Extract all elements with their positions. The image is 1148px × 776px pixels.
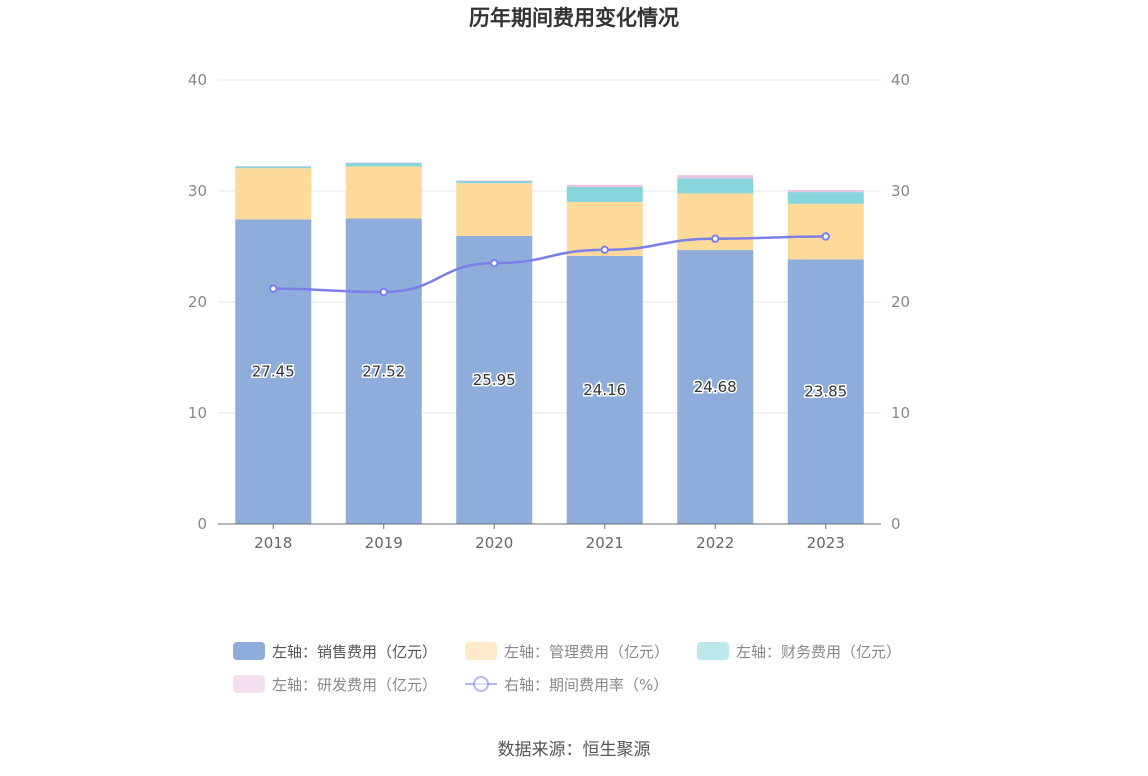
grid-layer	[218, 79, 881, 414]
x-axis-tick-label: 2019	[365, 534, 403, 552]
legend-label: 左轴：财务费用（亿元）	[736, 643, 901, 661]
bar-segment-3[interactable]	[235, 166, 312, 167]
bar-segment-0[interactable]	[677, 250, 754, 524]
bar-segment-3[interactable]	[345, 162, 422, 164]
line-point[interactable]	[379, 287, 388, 297]
chart-title: 历年期间费用变化情况	[469, 6, 679, 30]
bar-segment-0[interactable]	[345, 218, 422, 524]
line-point[interactable]	[269, 284, 278, 293]
bar-segment-3[interactable]	[787, 189, 864, 193]
bar-segment-2[interactable]	[345, 163, 422, 167]
right-axis-tick-label: 0	[891, 515, 901, 533]
right-axis-tick-label: 10	[891, 404, 910, 422]
bar-data-label: 24.16	[583, 381, 626, 399]
x-axis-tick-label: 2020	[475, 534, 513, 552]
bar-segment-1[interactable]	[345, 166, 422, 219]
legend-item-1[interactable]: 左轴：管理费用（亿元）	[465, 642, 669, 661]
legend-label: 左轴：研发费用（亿元）	[272, 676, 437, 694]
left-axis-tick-label: 20	[188, 293, 207, 311]
legend-swatch	[233, 642, 265, 660]
bar-segment-1[interactable]	[787, 203, 864, 260]
left-axis-tick-label: 40	[188, 71, 207, 89]
bar-segment-2[interactable]	[456, 181, 533, 184]
legend-item-2[interactable]: 左轴：财务费用（亿元）	[697, 642, 901, 661]
bar-segment-0[interactable]	[235, 219, 312, 524]
bar-segment-2[interactable]	[235, 166, 312, 169]
bar-data-label: 23.85	[804, 383, 847, 401]
right-axis-tick-label: 40	[891, 71, 910, 89]
bar-segment-0[interactable]	[566, 255, 643, 524]
legend-item-0[interactable]: 左轴：销售费用（亿元）	[233, 642, 437, 661]
x-axis-tick-label: 2018	[254, 534, 292, 552]
x-axis-tick-label: 2022	[696, 534, 734, 552]
bar-segment-3[interactable]	[566, 184, 643, 188]
axis-layer: 0 10 20 30 40 0 10 20 30 40 2018 2019 2020 2021 2022 20…	[188, 71, 910, 552]
legend-line-marker	[473, 676, 489, 692]
line-series-path	[273, 235, 826, 294]
legend-layer[interactable]: 左轴：销售费用（亿元） 左轴：管理费用（亿元） 左轴：财务费用（亿元） 左轴：研发费用…	[233, 642, 901, 694]
left-axis-tick-label: 30	[188, 182, 207, 200]
bar-data-label: 27.52	[362, 362, 405, 380]
bar-segment-3[interactable]	[677, 175, 754, 179]
right-axis-tick-label: 20	[891, 293, 910, 311]
x-axis-tick-label: 2021	[586, 534, 624, 552]
labels-layer: 27.45 27.52 25.95 24.16 24.68 23.85	[250, 361, 848, 402]
line-point[interactable]	[711, 234, 720, 243]
bar-segment-1[interactable]	[456, 183, 533, 236]
bar-segment-3[interactable]	[456, 180, 533, 182]
line-point[interactable]	[600, 245, 609, 255]
legend-item-4[interactable]: 右轴：期间费用率（%）	[465, 676, 668, 694]
bar-segment-2[interactable]	[677, 178, 754, 194]
line-point[interactable]	[821, 232, 830, 241]
source-text: 数据来源：恒生聚源	[498, 740, 651, 760]
bar-data-label: 25.95	[473, 371, 516, 389]
x-axis-tick-label: 2023	[807, 534, 845, 552]
bar-data-label: 24.68	[694, 378, 737, 396]
bars-layer	[235, 162, 864, 524]
legend-label: 右轴：期间费用率（%）	[504, 676, 668, 694]
left-axis-tick-label: 0	[197, 515, 207, 533]
bar-data-label: 27.45	[252, 363, 295, 381]
bar-segment-0[interactable]	[787, 259, 864, 524]
line-point[interactable]	[490, 258, 499, 268]
bar-segment-1[interactable]	[235, 168, 312, 220]
right-axis-tick-label: 30	[891, 182, 910, 200]
legend-item-3[interactable]: 左轴：研发费用（亿元）	[233, 675, 437, 694]
legend-swatch	[697, 642, 729, 660]
legend-label: 左轴：管理费用（亿元）	[504, 643, 669, 661]
bar-segment-0[interactable]	[456, 235, 533, 524]
left-axis-tick-label: 10	[188, 404, 207, 422]
bar-segment-2[interactable]	[787, 192, 864, 204]
legend-swatch	[465, 642, 497, 660]
legend-swatch	[233, 675, 265, 693]
line-layer	[269, 232, 830, 297]
bar-segment-2[interactable]	[566, 187, 643, 202]
legend-label: 左轴：销售费用（亿元）	[272, 643, 437, 661]
